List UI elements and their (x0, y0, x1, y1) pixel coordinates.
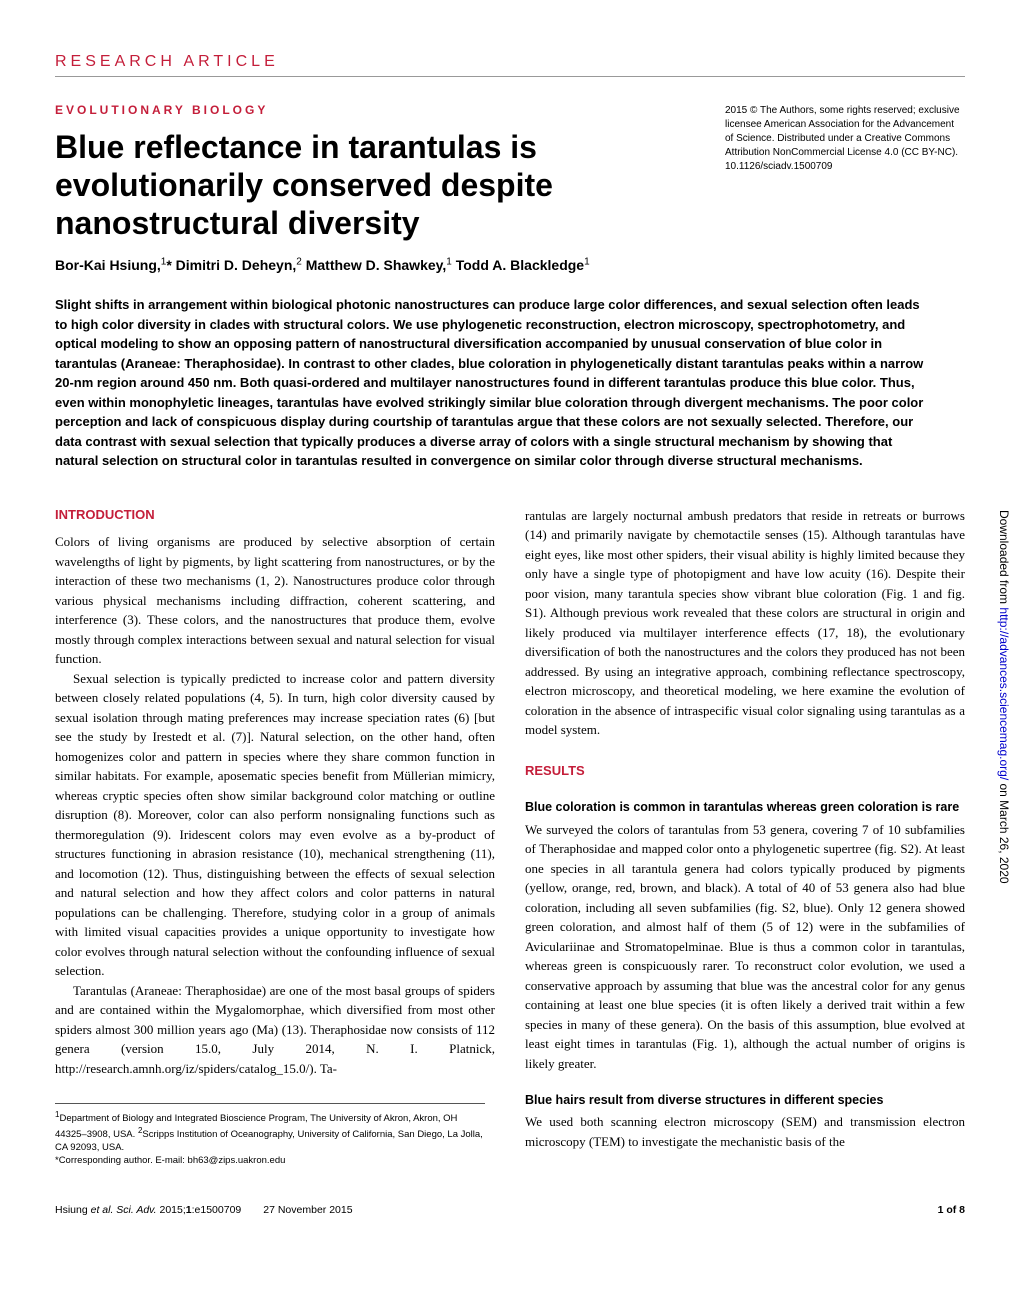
results-sub1-text: We surveyed the colors of tarantulas fro… (525, 820, 965, 1074)
section-label: RESEARCH ARTICLE (55, 50, 965, 73)
authors-line: Bor-Kai Hsiung,1* Dimitri D. Deheyn,2 Ma… (55, 255, 705, 275)
corresponding-author: *Corresponding author. E-mail: bh63@zips… (55, 1155, 485, 1168)
sidebar-suffix: on March 26, 2020 (997, 780, 1011, 883)
sidebar-prefix: Downloaded from (997, 510, 1011, 607)
right-column: rantulas are largely nocturnal ambush pr… (525, 506, 965, 1168)
two-column-layout: INTRODUCTION Colors of living organisms … (55, 506, 965, 1168)
intro-p3: Tarantulas (Araneae: Theraphosidae) are … (55, 981, 495, 1079)
left-column: INTRODUCTION Colors of living organisms … (55, 506, 495, 1168)
results-sub1-heading: Blue coloration is common in tarantulas … (525, 798, 965, 816)
article-title: Blue reflectance in tarantulas is evolut… (55, 128, 705, 243)
footer-citation: Hsiung et al. Sci. Adv. 2015;1:e1500709 (55, 1203, 241, 1218)
intro-p2: Sexual selection is typically predicted … (55, 669, 495, 981)
results-sub2-heading: Blue hairs result from diverse structure… (525, 1091, 965, 1109)
header-rule (55, 76, 965, 77)
results-heading: RESULTS (525, 762, 965, 781)
introduction-heading: INTRODUCTION (55, 506, 495, 525)
affiliations-block: 1Department of Biology and Integrated Bi… (55, 1103, 485, 1168)
download-sidebar: Downloaded from http://advances.sciencem… (995, 510, 1012, 884)
category-label: EVOLUTIONARY BIOLOGY (55, 102, 705, 119)
results-sub2-text: We used both scanning electron microscop… (525, 1112, 965, 1151)
copyright-block: 2015 © The Authors, some rights reserved… (725, 102, 965, 174)
footer-date: 27 November 2015 (263, 1203, 352, 1218)
header-row: EVOLUTIONARY BIOLOGY Blue reflectance in… (55, 102, 965, 295)
sidebar-link[interactable]: http://advances.sciencemag.org/ (997, 607, 1011, 780)
affiliations-text: 1Department of Biology and Integrated Bi… (55, 1110, 485, 1155)
abstract: Slight shifts in arrangement within biol… (55, 295, 935, 471)
intro-p1: Colors of living organisms are produced … (55, 532, 495, 669)
footer-page: 1 of 8 (938, 1203, 965, 1218)
header-left: EVOLUTIONARY BIOLOGY Blue reflectance in… (55, 102, 705, 295)
footer-left: Hsiung et al. Sci. Adv. 2015;1:e1500709 … (55, 1203, 353, 1218)
page-footer: Hsiung et al. Sci. Adv. 2015;1:e1500709 … (55, 1203, 965, 1218)
intro-p3-continued: rantulas are largely nocturnal ambush pr… (525, 506, 965, 740)
